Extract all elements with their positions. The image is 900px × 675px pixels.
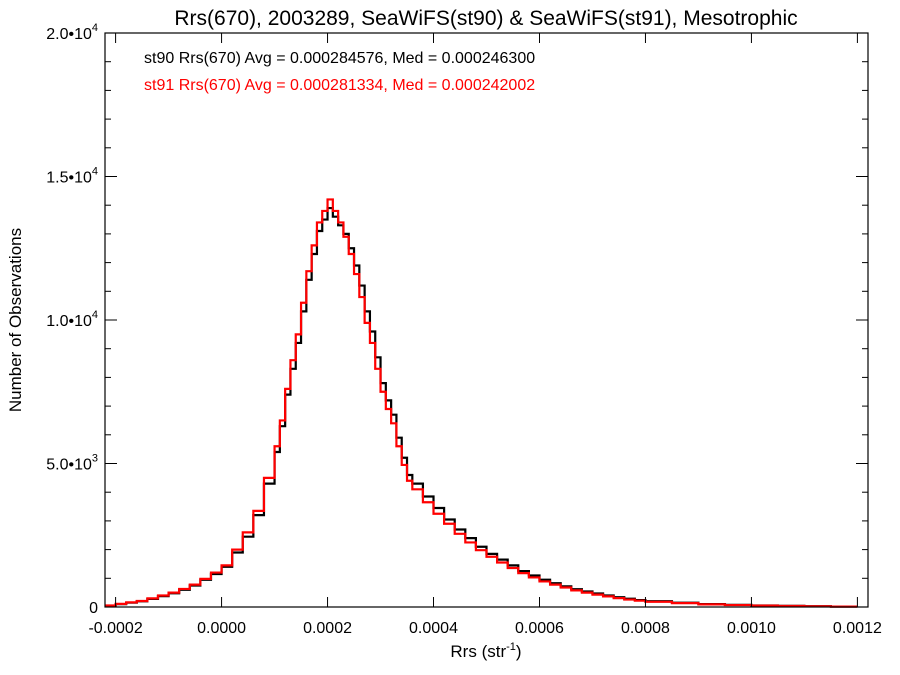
legend-entry-st90: st90 Rrs(670) Avg = 0.000284576, Med = 0… [144,50,535,67]
x-axis-label-sup: -1 [506,641,516,653]
y-tick-label: 2.0•104 [46,22,98,43]
y-tick-label-exp: 4 [92,309,98,321]
x-axis-label-text: Rrs (str [450,642,506,661]
y-tick-label-exp: 3 [92,453,98,465]
y-tick-label-base: 0 [89,600,98,617]
x-tick-label: 0.0002 [303,620,352,637]
plot-frame [104,32,869,608]
x-tick-label: 0.0006 [515,620,564,637]
legend: st90 Rrs(670) Avg = 0.000284576, Med = 0… [144,50,535,94]
x-tick-label: 0.0000 [197,620,246,637]
y-tick-label: 1.5•104 [46,166,98,187]
y-tick-label-base: 1.5•10 [46,170,92,187]
y-tick-label: 1.0•104 [46,309,98,330]
x-tick-label: 0.0008 [621,620,670,637]
x-axis-label-suffix: ) [516,642,522,661]
x-tick-label: 0.0004 [409,620,458,637]
x-tick-label: -0.0002 [88,620,142,637]
y-axis-label: Number of Observations [6,228,25,412]
legend-entry-st91: st91 Rrs(670) Avg = 0.000281334, Med = 0… [144,77,535,94]
y-tick-label-exp: 4 [92,166,98,178]
y-tick-label-base: 1.0•10 [46,313,92,330]
y-tick-label: 5.0•103 [46,453,98,474]
x-tick-label: 0.0010 [727,620,776,637]
x-axis-label: Rrs (str-1) [450,641,521,661]
y-tick-label: 0 [89,600,98,617]
chart-title: Rrs(670), 2003289, SeaWiFS(st90) & SeaWi… [174,7,797,30]
x-axis: -0.0002 0.0000 0.0002 0.0004 0.0006 0.0008 0.0… [88,33,882,637]
y-tick-label-exp: 4 [92,22,98,34]
y-tick-label-base: 5.0•10 [46,457,92,474]
series-line-st91 [105,198,858,608]
y-tick-label-base: 2.0•10 [46,26,92,43]
series-layer [105,198,858,608]
series-line-st90 [105,206,858,608]
x-tick-label: 0.0012 [833,620,882,637]
